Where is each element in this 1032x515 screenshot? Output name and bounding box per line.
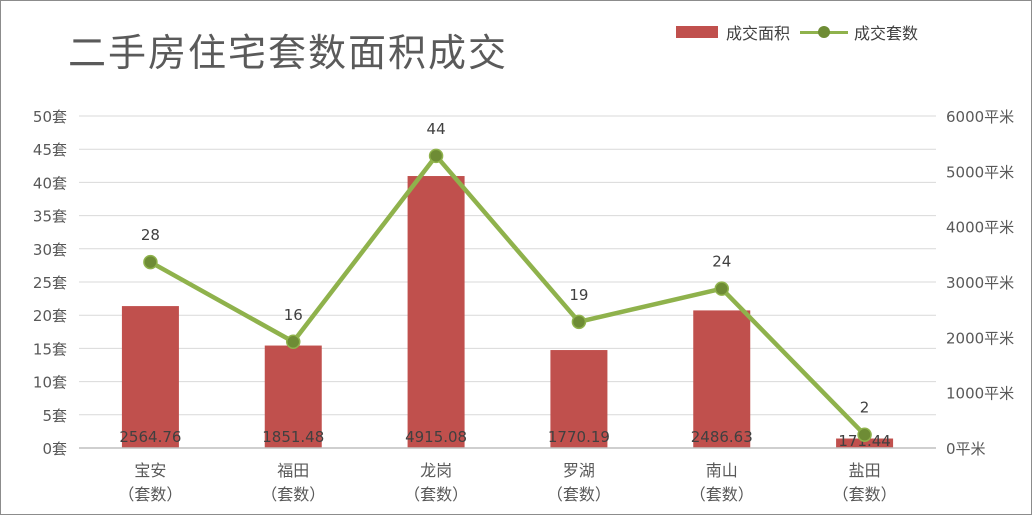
line-point-5	[857, 427, 872, 442]
y-right-tick: 3000平米	[946, 274, 1014, 292]
line-data-label: 44	[427, 120, 446, 138]
x-category-label: 南山	[706, 461, 738, 480]
bar-2	[407, 176, 465, 449]
x-category-sublabel: （套数）	[690, 485, 754, 504]
y-left-tick: 0套	[42, 440, 67, 458]
y-left-tick: 50套	[33, 108, 67, 126]
y-right-tick: 1000平米	[946, 385, 1014, 403]
bar-5	[836, 438, 894, 448]
x-category-sublabel: （套数）	[118, 485, 182, 504]
line-data-label: 2	[860, 399, 870, 417]
bar-data-label: 2486.63	[691, 428, 753, 446]
x-category-sublabel: （套数）	[404, 485, 468, 504]
x-category-label: 龙岗	[420, 461, 452, 480]
line-data-label: 19	[569, 286, 588, 304]
bar-3	[550, 350, 608, 448]
x-category-sublabel: （套数）	[547, 485, 611, 504]
legend-bar-swatch	[676, 26, 718, 38]
legend-item-area: 成交面积	[676, 20, 790, 44]
x-category-label: 宝安	[134, 461, 166, 480]
line-data-label: 24	[712, 253, 731, 271]
x-category-label: 盐田	[849, 461, 881, 480]
line-point-1	[286, 334, 301, 350]
line-point-2	[428, 148, 444, 164]
chart-legend: 成交面积 成交套数	[676, 20, 928, 44]
line-point-0	[143, 254, 158, 270]
legend-label-area: 成交面积	[726, 24, 791, 43]
y-left-tick: 15套	[33, 340, 67, 358]
y-right-tick: 4000平米	[946, 219, 1014, 237]
y-left-tick: 35套	[33, 208, 67, 226]
chart-title: 二手房住宅套数面积成交	[68, 31, 509, 75]
y-left-tick: 45套	[33, 141, 67, 159]
line-point-4	[714, 281, 729, 296]
x-category-label: 福田	[277, 461, 309, 480]
x-category-sublabel: （套数）	[261, 485, 325, 504]
bar-0	[121, 306, 179, 448]
y-right-tick: 6000平米	[946, 108, 1014, 126]
y-left-tick: 30套	[33, 241, 67, 259]
bar-data-label: 2564.76	[119, 428, 181, 446]
legend-item-count: 成交套数	[800, 20, 918, 44]
x-category-sublabel: （套数）	[833, 485, 897, 504]
line-data-label: 28	[141, 226, 160, 244]
line-point-3	[571, 314, 587, 330]
y-left-tick: 20套	[33, 307, 67, 325]
y-left-tick: 25套	[33, 274, 67, 292]
x-category-label: 罗湖	[563, 461, 595, 480]
bar-4	[693, 310, 751, 448]
bar-data-label: 1851.48	[262, 428, 324, 446]
legend-line-swatch	[800, 25, 849, 39]
bar-1	[264, 345, 322, 448]
bar-data-label: 4915.08	[405, 428, 467, 446]
line-data-label: 16	[284, 306, 303, 324]
bar-data-label: 1770.19	[548, 428, 610, 446]
legend-label-count: 成交套数	[854, 24, 919, 43]
y-left-tick: 40套	[33, 174, 67, 192]
y-right-tick: 0平米	[946, 440, 986, 458]
y-left-tick: 5套	[42, 407, 67, 425]
y-right-tick: 2000平米	[946, 329, 1014, 347]
line-series-count	[149, 153, 867, 437]
y-right-tick: 5000平米	[946, 163, 1014, 181]
y-left-tick: 10套	[33, 374, 67, 392]
